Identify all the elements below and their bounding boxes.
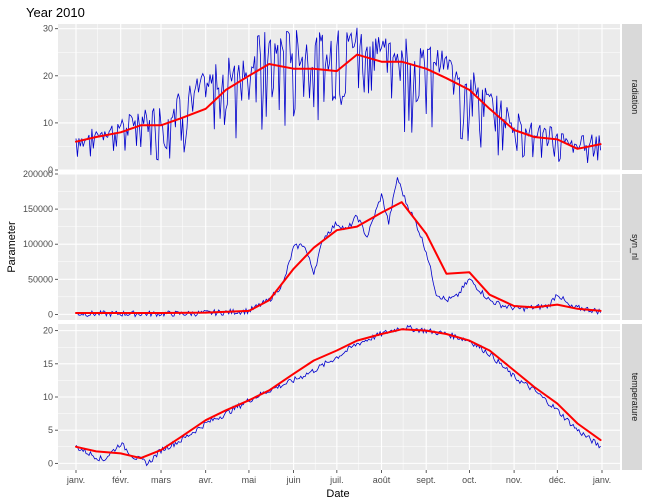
facet-strip-label: radiation — [630, 80, 640, 115]
y-tick-label: 10 — [43, 392, 53, 402]
facet-temperature: 0 5 10 15 20 temperature — [43, 324, 642, 470]
x-tick-label: oct. — [462, 475, 477, 485]
x-tick-label: août — [373, 475, 391, 485]
y-tick-label: 20 — [43, 326, 53, 336]
facet-syn_nl: 0 50000 100000 150000 200000 syn_nl — [23, 169, 642, 320]
facet-strip — [622, 324, 642, 470]
y-tick-label: 5 — [48, 425, 53, 435]
y-tick-label: 100000 — [23, 239, 53, 249]
x-tick-label: juin — [286, 475, 301, 485]
x-tick-label: déc. — [549, 475, 566, 485]
x-tick-label: janv. — [66, 475, 85, 485]
smoothed-series-line — [75, 328, 602, 460]
facet-strip-label: temperature — [630, 373, 640, 422]
x-axis-title: Date — [326, 488, 349, 500]
y-tick-label: 30 — [43, 24, 53, 34]
x-tick-label: févr. — [112, 475, 129, 485]
y-tick-label: 200000 — [23, 169, 53, 179]
x-tick-label: nov. — [506, 475, 522, 485]
y-tick-label: 0 — [48, 458, 53, 468]
y-tick-label: 10 — [43, 118, 53, 128]
panel-background — [58, 174, 620, 320]
raw-series-line — [75, 27, 601, 164]
y-tick-label: 50000 — [28, 274, 53, 284]
smoothed-series-line — [75, 201, 602, 314]
y-tick-label: 20 — [43, 71, 53, 81]
smoothed-series-line — [75, 53, 602, 150]
chart-title: Year 2010 — [26, 5, 85, 20]
facet-strip — [622, 174, 642, 320]
x-tick-label: sept. — [416, 475, 436, 485]
facet-strip — [622, 24, 642, 170]
x-tick-label: avr. — [198, 475, 213, 485]
raw-series-line — [75, 177, 601, 318]
y-tick-label: 15 — [43, 359, 53, 369]
facet-strip-label: syn_nl — [630, 234, 640, 260]
y-axis-title: Parameter — [6, 221, 18, 273]
x-tick-label: mai — [242, 475, 257, 485]
x-tick-label: janv. — [592, 475, 611, 485]
y-tick-label: 150000 — [23, 204, 53, 214]
y-tick-label: 0 — [48, 165, 53, 175]
facet-radiation: 0 10 20 30 radiation — [43, 24, 642, 175]
y-tick-label: 0 — [48, 309, 53, 319]
x-tick-label: mars — [151, 475, 171, 485]
x-tick-label: juil. — [329, 475, 344, 485]
